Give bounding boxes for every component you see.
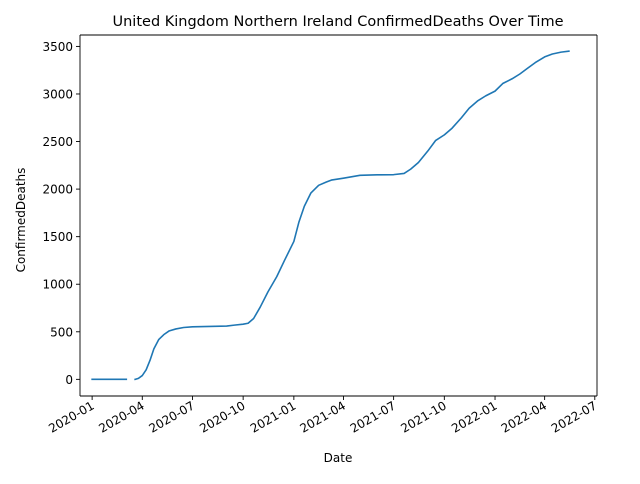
series-line-segment <box>134 50 570 381</box>
y-tick-label: 500 <box>50 325 73 339</box>
x-axis-label: Date <box>324 451 353 465</box>
y-tick-label: 1500 <box>42 230 73 244</box>
chart-title: United Kingdom Northern Ireland Confirme… <box>113 14 564 30</box>
plot-area <box>91 50 570 381</box>
y-tick-label: 3500 <box>42 40 73 54</box>
y-axis-label: ConfirmedDeaths <box>14 168 28 273</box>
y-tick-label: 0 <box>65 373 73 387</box>
y-tick-label: 2500 <box>42 135 73 149</box>
y-tick-label: 1000 <box>42 278 73 292</box>
y-tick-label: 3000 <box>42 87 73 101</box>
y-tick-label: 2000 <box>42 183 73 197</box>
